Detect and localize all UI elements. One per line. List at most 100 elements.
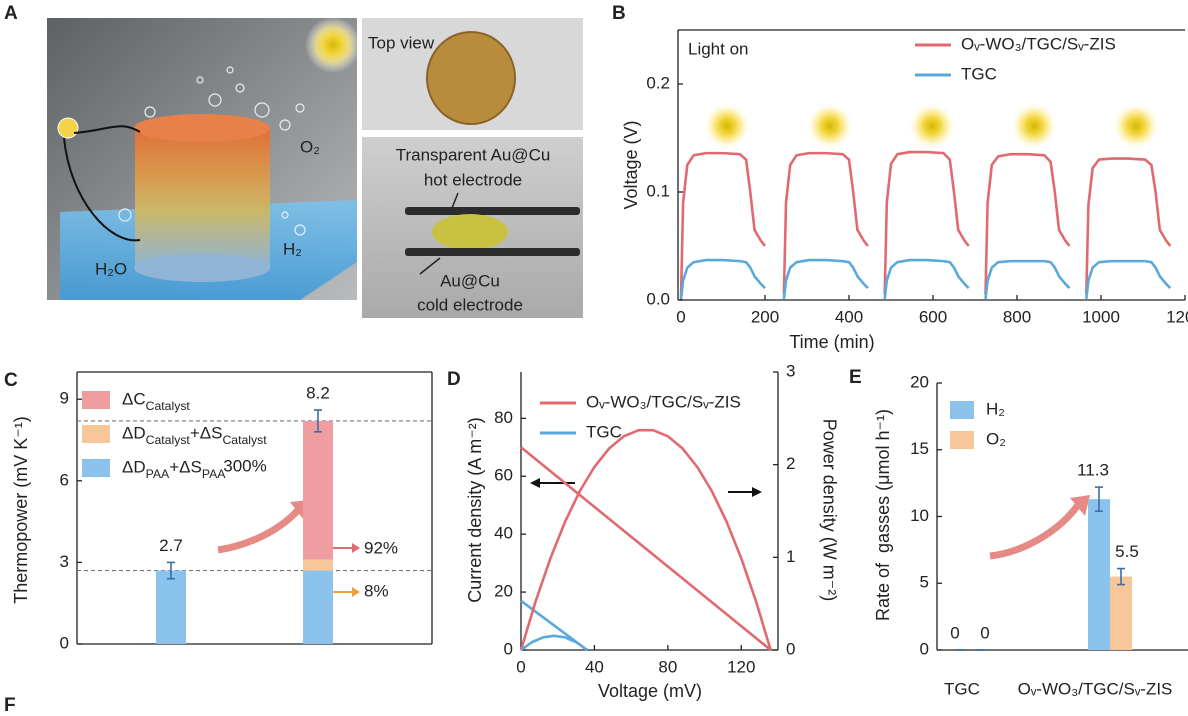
- value-label: 11.3: [1077, 461, 1109, 480]
- data-line: [519, 428, 772, 651]
- y-axis-title: Rate of gasses (μmol h⁻¹): [873, 409, 893, 621]
- legend-label: Oᵥ-WO₃/TGC/Sᵥ-ZIS: [961, 34, 1116, 53]
- sun: [305, 17, 361, 73]
- coin: [426, 31, 516, 125]
- legend-label: TGC: [586, 422, 622, 441]
- x-tick-label: 0: [676, 307, 685, 326]
- y-tick-label: 5: [920, 573, 929, 592]
- growth-arrow: [989, 502, 1081, 560]
- y2-tick-label: 2: [786, 454, 795, 473]
- annotation: Light on: [688, 39, 749, 58]
- legend-label: H₂: [986, 399, 1005, 418]
- value-label: 0: [980, 623, 989, 642]
- electrode-bottom: [405, 248, 580, 256]
- y-tick-label: 0.0: [646, 289, 670, 308]
- x-tick-label: 800: [1003, 307, 1031, 326]
- label-hot-electrode: hot electrode: [424, 170, 522, 189]
- total-label: 2.7: [159, 536, 183, 555]
- data-line: [679, 150, 1172, 298]
- x-tick-label: 40: [585, 657, 604, 676]
- y2-axis-title: Power density (W m⁻²): [819, 419, 839, 602]
- x-tick-label: Oᵥ-WO₃/TGC/Sᵥ-ZIS: [1018, 679, 1173, 698]
- y-tick-label: 40: [494, 524, 513, 543]
- y-axis-title: Voltage (V): [621, 120, 641, 209]
- y2-tick-label: 1: [786, 547, 795, 566]
- x-axis-title: Voltage (mV): [598, 681, 702, 701]
- pointer: [419, 192, 459, 275]
- light-icon: [806, 102, 854, 150]
- y-axis-title: Current density (A m⁻²): [465, 417, 485, 603]
- growth-arrow: [217, 507, 301, 554]
- y-tick-label: 60: [494, 466, 513, 485]
- bulb: [57, 117, 79, 139]
- panel-label: D: [447, 369, 461, 390]
- legend-label: Oᵥ-WO₃/TGC/Sᵥ-ZIS: [586, 392, 741, 411]
- bar: [1088, 499, 1110, 650]
- legend-swatch: [950, 401, 974, 419]
- bubbles: [118, 66, 306, 236]
- y-axis-title: Thermopower (mV K⁻¹): [11, 416, 31, 604]
- x-tick-label: 600: [919, 307, 947, 326]
- x-tick-label: TGC: [944, 679, 980, 698]
- light-icon: [908, 102, 956, 150]
- legend-swatch: [82, 459, 110, 477]
- bar-segment: [303, 420, 333, 560]
- legend-swatch: [950, 431, 974, 449]
- device-body: [135, 128, 270, 268]
- y-tick-label: 0.2: [646, 73, 670, 92]
- electrolyte: [432, 214, 508, 250]
- y-tick-label: 0.1: [646, 181, 670, 200]
- y-tick-label: 9: [60, 389, 69, 408]
- legend-label: ΔDPAA+ΔSPAA: [122, 457, 226, 481]
- legend-label: ΔDCatalyst+ΔSCatalyst: [122, 423, 267, 447]
- label-cold-electrode: cold electrode: [417, 295, 523, 314]
- axis-arrow-head: [530, 478, 540, 488]
- data-line: [520, 446, 772, 652]
- x-tick-label: 1200: [1166, 307, 1188, 326]
- data-line: [520, 634, 588, 652]
- x-tick-label: 1000: [1082, 307, 1120, 326]
- electrode-top: [405, 207, 580, 215]
- y-tick-label: 3: [60, 552, 69, 571]
- x-axis-title: Time (min): [789, 332, 874, 352]
- y-tick-label: 0: [920, 639, 929, 658]
- y-tick-label: 0: [60, 633, 69, 652]
- arrow-head: [352, 587, 360, 597]
- total-label: 8.2: [306, 384, 330, 403]
- y-tick-label: 6: [60, 470, 69, 489]
- y-tick-label: 0: [504, 639, 513, 658]
- light-icon: [703, 102, 751, 150]
- label-h2o: H₂O: [95, 259, 127, 278]
- device-bottom: [134, 254, 270, 282]
- annotation: 300%: [223, 456, 266, 475]
- x-tick-label: 200: [751, 307, 779, 326]
- legend-label: ΔCCatalyst: [122, 389, 190, 413]
- y-tick-label: 80: [494, 408, 513, 427]
- light-icons: [703, 102, 1160, 150]
- panel-label: B: [612, 3, 626, 24]
- value-label: 5.5: [1115, 542, 1139, 561]
- bar: [1110, 576, 1132, 650]
- legend-swatch: [82, 391, 110, 409]
- bar-segment: [156, 570, 186, 644]
- legend-label: O₂: [986, 429, 1006, 448]
- panel-label: C: [4, 370, 18, 391]
- legend-swatch: [82, 425, 110, 443]
- y-tick-label: 20: [494, 582, 513, 601]
- value-label: 0: [950, 623, 959, 642]
- arrow-head: [352, 543, 360, 553]
- data-line: [679, 258, 1172, 300]
- legend-label: TGC: [961, 64, 997, 83]
- x-tick-label: 400: [835, 307, 863, 326]
- x-tick-label: 120: [727, 657, 755, 676]
- label-cold-electrode: Au@Cu: [440, 271, 500, 290]
- x-tick-label: 0: [516, 657, 525, 676]
- annotation: 92%: [364, 538, 398, 557]
- label-h2: H₂: [283, 239, 302, 258]
- panel-label: F: [4, 695, 16, 716]
- annotation: 8%: [364, 581, 389, 600]
- y-tick-label: 15: [910, 439, 929, 458]
- panel-label: A: [4, 3, 18, 24]
- y-tick-label: 10: [910, 506, 929, 525]
